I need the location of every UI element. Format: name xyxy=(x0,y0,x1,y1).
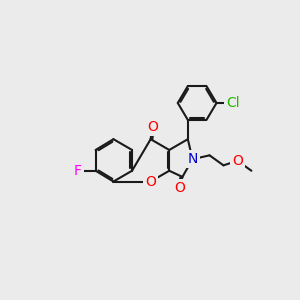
Text: O: O xyxy=(174,182,185,196)
Text: Cl: Cl xyxy=(226,96,240,110)
Text: O: O xyxy=(145,175,156,188)
Text: N: N xyxy=(187,152,198,166)
Text: F: F xyxy=(74,164,82,178)
Text: O: O xyxy=(232,154,243,168)
Text: O: O xyxy=(147,120,158,134)
